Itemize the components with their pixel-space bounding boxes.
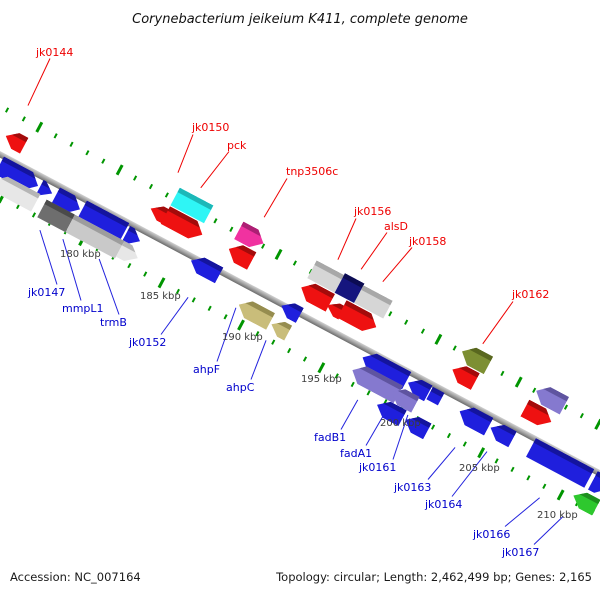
page-title: Corynebacterium jeikeium K411, complete … bbox=[132, 12, 468, 27]
ruler-major-tick bbox=[157, 276, 166, 288]
gene-label-trmB[interactable]: trmB bbox=[100, 316, 127, 329]
ruler-minor-tick bbox=[420, 327, 425, 334]
leader-line-jk0163 bbox=[427, 447, 456, 480]
ruler-label-180-kbp: 180 kbp bbox=[60, 249, 101, 260]
gene-label-jk0147[interactable]: jk0147 bbox=[28, 286, 66, 299]
ruler-major-tick bbox=[514, 375, 523, 387]
ruler-minor-tick bbox=[526, 474, 531, 481]
ruler-minor-tick bbox=[287, 347, 292, 353]
leader-line-jk0144 bbox=[27, 58, 51, 106]
ruler-minor-tick bbox=[404, 319, 409, 325]
leader-line-jk0158 bbox=[382, 247, 413, 282]
ruler-minor-tick bbox=[143, 271, 148, 277]
ruler-minor-tick bbox=[127, 262, 132, 268]
ruler-minor-tick bbox=[351, 381, 356, 387]
leader-line-jk0166 bbox=[504, 497, 541, 527]
ruler-minor-tick bbox=[53, 132, 58, 138]
ruler-minor-tick bbox=[133, 175, 138, 181]
gene-label-fadA1[interactable]: fadA1 bbox=[340, 447, 373, 460]
ruler-minor-tick bbox=[213, 217, 218, 223]
gene-label-pck[interactable]: pck bbox=[227, 139, 247, 152]
ruler-minor-tick bbox=[452, 344, 457, 351]
leader-line-jk0156 bbox=[337, 218, 357, 260]
gene-label-jk0152[interactable]: jk0152 bbox=[129, 336, 167, 349]
ruler-minor-tick bbox=[271, 339, 276, 345]
ruler-minor-tick bbox=[542, 483, 547, 489]
leader-line-jk0164 bbox=[451, 451, 488, 497]
gene-label-jk0162[interactable]: jk0162 bbox=[512, 288, 550, 301]
ruler-major-tick bbox=[35, 121, 44, 133]
gene-label-fadB1[interactable]: fadB1 bbox=[314, 431, 347, 444]
leader-line-alsD bbox=[360, 232, 388, 270]
gene-label-ahpC[interactable]: ahpC bbox=[226, 381, 255, 394]
gene-label-jk0150[interactable]: jk0150 bbox=[192, 121, 230, 134]
ruler-minor-tick bbox=[580, 412, 585, 419]
ruler-minor-tick bbox=[165, 192, 170, 198]
gene-label-jk0161[interactable]: jk0161 bbox=[359, 461, 397, 474]
ruler-minor-tick bbox=[564, 404, 569, 410]
gene-label-jk0163[interactable]: jk0163 bbox=[394, 481, 432, 494]
leader-line-ahpC bbox=[250, 340, 267, 380]
ruler-label-195-kbp: 195 kbp bbox=[301, 374, 342, 385]
ruler-minor-tick bbox=[5, 107, 10, 113]
ruler-minor-tick bbox=[223, 313, 228, 319]
ruler-minor-tick bbox=[229, 225, 234, 232]
ruler-minor-tick bbox=[532, 387, 537, 393]
ruler-minor-tick bbox=[500, 370, 505, 376]
gene-label-jk0158[interactable]: jk0158 bbox=[409, 235, 447, 248]
ruler-minor-tick bbox=[293, 259, 298, 266]
ruler-label-210-kbp: 210 kbp bbox=[537, 510, 578, 521]
gene-arrow[interactable] bbox=[526, 438, 595, 488]
ruler-major-tick bbox=[237, 319, 246, 331]
ruler-minor-tick bbox=[431, 423, 436, 430]
ruler-minor-tick bbox=[31, 211, 37, 218]
gene-label-jk0164[interactable]: jk0164 bbox=[425, 498, 463, 511]
gene-label-alsD[interactable]: alsD bbox=[384, 220, 408, 233]
leader-line-jk0152 bbox=[160, 297, 189, 335]
leader-line-jk0162 bbox=[482, 301, 514, 344]
ruler-minor-tick bbox=[388, 310, 393, 317]
ruler-minor-tick bbox=[21, 115, 26, 121]
ruler-minor-tick bbox=[447, 432, 452, 438]
leader-line-pck bbox=[200, 151, 230, 188]
ruler-minor-tick bbox=[303, 356, 308, 362]
ruler-minor-tick bbox=[207, 305, 212, 311]
leader-line-tnp3506c bbox=[263, 178, 288, 218]
ruler-minor-tick bbox=[462, 440, 468, 447]
leader-line-jk0150 bbox=[177, 134, 194, 173]
ruler-minor-tick bbox=[149, 183, 154, 189]
ruler-major-tick bbox=[275, 248, 284, 260]
ruler-minor-tick bbox=[101, 158, 106, 164]
gene-jk0144[interactable] bbox=[2, 128, 29, 154]
ruler-minor-tick bbox=[191, 296, 196, 302]
ruler-minor-tick bbox=[69, 141, 74, 147]
gene-label-jk0167[interactable]: jk0167 bbox=[502, 546, 540, 559]
gene-label-jk0166[interactable]: jk0166 bbox=[473, 528, 511, 541]
ruler-minor-tick bbox=[85, 149, 90, 155]
leader-line-jk0147 bbox=[39, 230, 58, 285]
leader-line-fadB1 bbox=[340, 399, 359, 430]
gene-label-tnp3506c[interactable]: tnp3506c bbox=[286, 165, 339, 178]
ruler-label-190-kbp: 190 kbp bbox=[222, 332, 263, 343]
ruler-minor-tick bbox=[510, 466, 515, 472]
ruler-label-185-kbp: 185 kbp bbox=[140, 291, 181, 302]
topology-text: Topology: circular; Length: 2,462,499 bp… bbox=[276, 570, 592, 584]
ruler-label-200-kbp: 200 kbp bbox=[380, 418, 421, 429]
gene-label-mmpL1[interactable]: mmpL1 bbox=[62, 302, 104, 315]
gene-label-jk0156[interactable]: jk0156 bbox=[354, 205, 392, 218]
gene-label-ahpF[interactable]: ahpF bbox=[193, 363, 221, 376]
ruler-label-205-kbp: 205 kbp bbox=[459, 463, 500, 474]
ruler-major-tick bbox=[594, 418, 600, 430]
gene-label-jk0144[interactable]: jk0144 bbox=[36, 46, 74, 59]
accession-text: Accession: NC_007164 bbox=[10, 570, 141, 584]
ruler-major-tick bbox=[434, 333, 443, 345]
ruler-major-tick bbox=[556, 488, 565, 501]
ruler-major-tick bbox=[115, 163, 124, 175]
ruler-major-tick bbox=[317, 361, 326, 373]
